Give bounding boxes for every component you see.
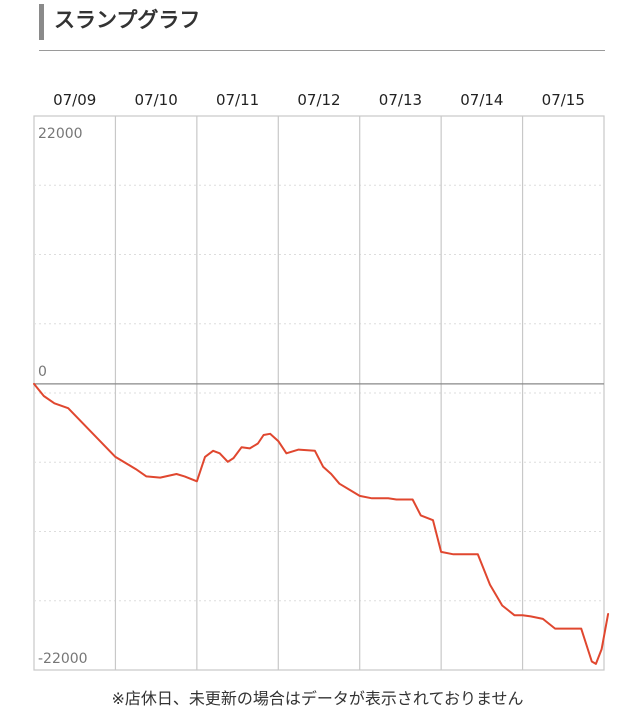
x-tick-label: 07/14 xyxy=(460,91,503,109)
x-tick-label: 07/12 xyxy=(297,91,340,109)
y-tick-label: -22000 xyxy=(38,651,88,667)
section-header: スランプグラフ xyxy=(0,0,635,52)
x-tick-label: 07/10 xyxy=(135,91,178,109)
x-tick-label: 07/15 xyxy=(542,91,585,109)
x-tick-label: 07/11 xyxy=(216,91,259,109)
y-tick-label: 22000 xyxy=(38,126,83,142)
header-divider xyxy=(39,50,605,51)
header-accent-bar xyxy=(39,4,44,40)
footer-note: ※店休日、未更新の場合はデータが表示されておりません xyxy=(111,689,524,708)
y-tick-label: 0 xyxy=(38,364,47,380)
section-title: スランプグラフ xyxy=(54,8,201,32)
series-line xyxy=(33,382,610,665)
x-tick-label: 07/13 xyxy=(379,91,422,109)
slump-graph: 07/09 07/10 07/11 07/12 07/13 07/14 07/15 22000… xyxy=(33,91,610,671)
x-tick-label: 07/09 xyxy=(53,91,96,109)
